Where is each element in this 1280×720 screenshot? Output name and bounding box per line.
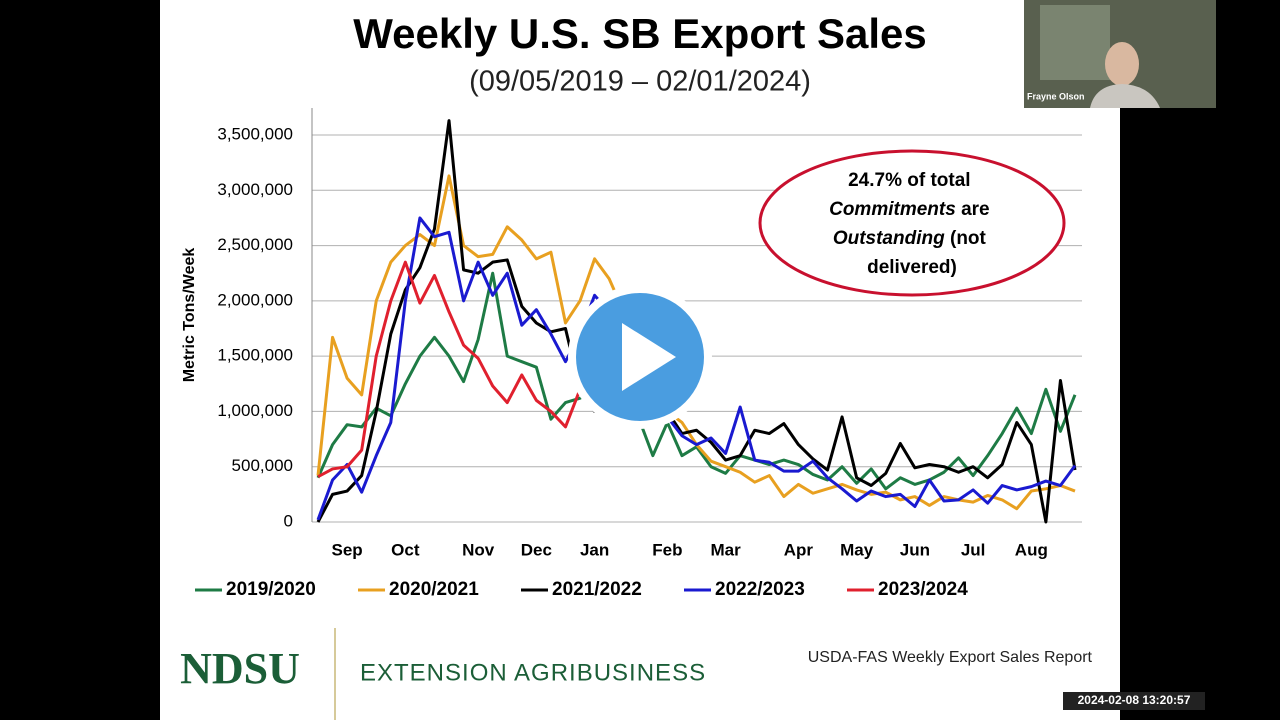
annotation-text: (not: [945, 228, 987, 249]
x-tick-label: Dec: [521, 540, 552, 559]
y-tick-label: 500,000: [232, 456, 293, 475]
x-tick-label: Apr: [784, 540, 814, 559]
legend-label: 2021/2022: [552, 579, 642, 600]
y-tick-label: 1,500,000: [217, 346, 293, 365]
chart-subtitle: (09/05/2019 – 02/01/2024): [469, 66, 811, 98]
y-tick-label: 0: [284, 511, 293, 530]
legend-label: 2023/2024: [878, 579, 968, 600]
timestamp: 2024-02-08 13:20:57: [1078, 693, 1191, 707]
y-tick-label: 2,000,000: [217, 290, 293, 309]
y-tick-label: 3,500,000: [217, 124, 293, 143]
x-tick-label: Oct: [391, 540, 420, 559]
annotation-text: Outstanding: [833, 228, 945, 249]
x-tick-label: Jul: [961, 540, 986, 559]
annotation: 24.7% of total Commitments are Outstandi…: [829, 170, 995, 278]
x-tick-label: Sep: [332, 540, 363, 559]
y-axis-label: Metric Tons/Week: [181, 248, 198, 383]
legend: 2019/2020 2020/2021 2021/2022 2022/2023 2023…: [195, 579, 968, 600]
annotation-text: are: [956, 199, 990, 220]
x-tick-label: Jan: [580, 540, 609, 559]
y-tick-label: 1,000,000: [217, 401, 293, 420]
annotation-text: Commitments: [829, 199, 956, 220]
timestamp-bg: [1063, 692, 1205, 710]
x-tick-label: Jun: [900, 540, 930, 559]
legend-label: 2020/2021: [389, 579, 479, 600]
annotation-text: 24.7% of total: [848, 170, 970, 191]
chart-title: Weekly U.S. SB Export Sales: [353, 10, 926, 57]
x-tick-label: Feb: [652, 540, 682, 559]
unit-name: EXTENSION AGRIBUSINESS: [360, 659, 706, 686]
play-icon: [622, 323, 676, 391]
presenter-name: Frayne Olson: [1027, 91, 1085, 101]
x-tick-label: Aug: [1015, 540, 1048, 559]
x-tick-label: Mar: [710, 540, 741, 559]
plot: 0 500,000 1,000,000 1,500,000 2,000,000 2,500…: [217, 108, 1082, 559]
x-tick-label: May: [840, 540, 874, 559]
x-tick-label: Nov: [462, 540, 495, 559]
webcam-face: [1105, 42, 1139, 86]
legend-label: 2022/2023: [715, 579, 805, 600]
legend-label: 2019/2020: [226, 579, 316, 600]
y-tick-label: 3,000,000: [217, 180, 293, 199]
series-line: [316, 216, 1077, 521]
annotation-text: delivered): [867, 257, 957, 278]
logo: NDSU: [180, 644, 300, 693]
callout: [758, 149, 1066, 297]
series-line: [316, 119, 1077, 524]
webcam-body: [1090, 84, 1160, 108]
y-tick-label: 2,500,000: [217, 235, 293, 254]
source: USDA-FAS Weekly Export Sales Report: [808, 649, 1093, 666]
series-line: [317, 260, 582, 478]
webcam-shelf: [1040, 5, 1110, 80]
